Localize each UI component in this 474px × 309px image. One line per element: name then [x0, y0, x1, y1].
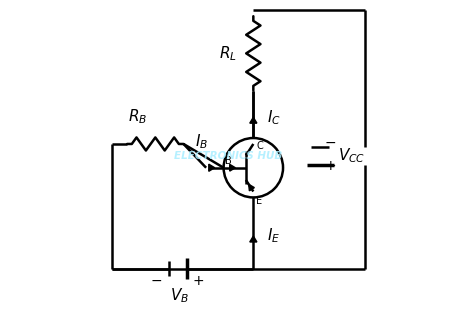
Text: +: +	[192, 273, 204, 288]
Text: $I_E$: $I_E$	[267, 227, 280, 245]
Polygon shape	[209, 164, 215, 171]
Text: −: −	[325, 135, 336, 150]
Polygon shape	[230, 164, 236, 171]
Text: E: E	[256, 196, 263, 206]
Text: $R_B$: $R_B$	[128, 108, 147, 126]
Text: $R_L$: $R_L$	[219, 44, 237, 63]
Polygon shape	[249, 184, 255, 191]
Text: B: B	[225, 156, 232, 166]
Text: ELECTRONICS HUB: ELECTRONICS HUB	[174, 151, 282, 161]
Polygon shape	[250, 236, 257, 242]
Text: +: +	[325, 159, 336, 173]
Text: $V_{CC}$: $V_{CC}$	[338, 146, 365, 165]
Text: $I_B$: $I_B$	[195, 133, 208, 151]
Text: $I_C$: $I_C$	[267, 108, 281, 127]
Polygon shape	[250, 117, 257, 123]
Text: $V_B$: $V_B$	[170, 286, 189, 305]
Text: C: C	[257, 141, 264, 151]
Text: −: −	[151, 273, 163, 288]
